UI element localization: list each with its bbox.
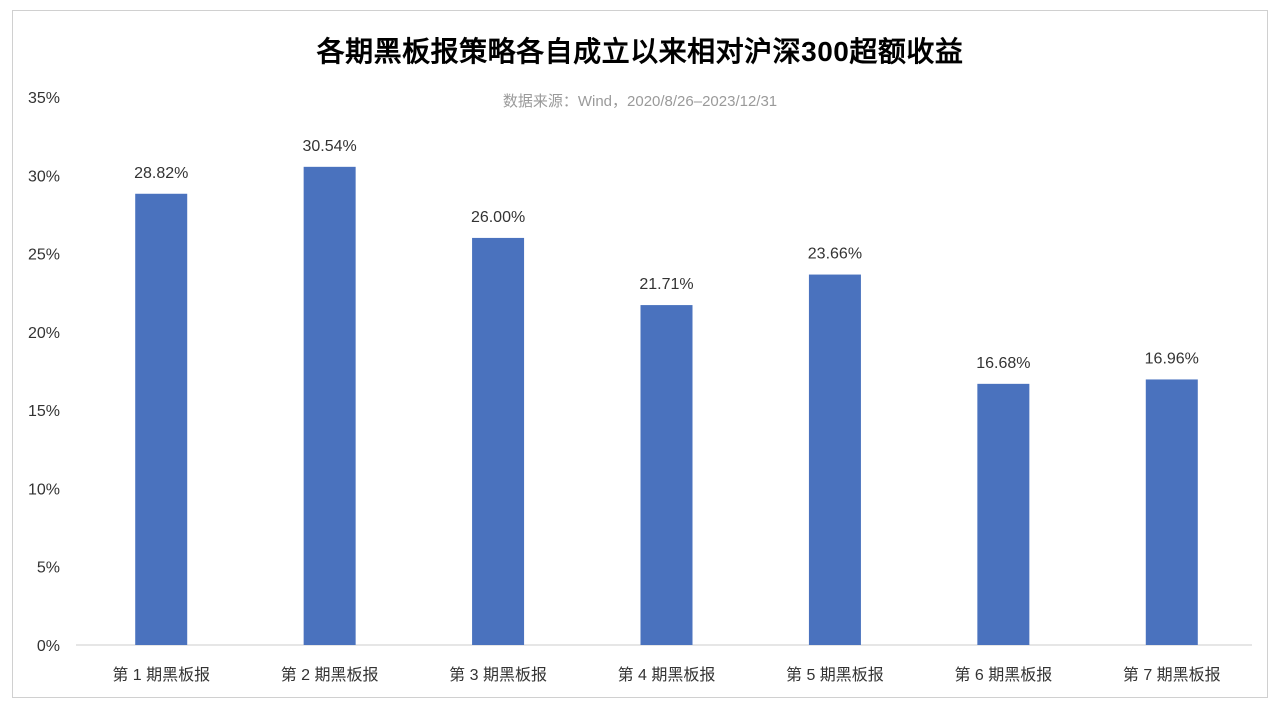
bar — [1145, 379, 1198, 645]
x-tick-label: 第 1 期黑板报 — [112, 666, 210, 684]
data-label: 30.54% — [303, 138, 357, 155]
y-tick-label: 5% — [37, 560, 60, 577]
data-label: 16.96% — [1145, 350, 1199, 367]
x-axis: 第 1 期黑板报 第 2 期黑板报 第 3 期黑板报 第 4 期黑板报 第 5 期黑板报… — [112, 666, 1220, 684]
data-labels-group: 28.82% 30.54% 26.00% 21.71% 23.66% 16.68% 16.9… — [134, 138, 1199, 372]
bar — [977, 383, 1030, 645]
data-label: 21.71% — [639, 276, 693, 293]
x-tick-label: 第 6 期黑板报 — [954, 666, 1052, 684]
bar — [472, 237, 525, 645]
x-tick-label: 第 4 期黑板报 — [618, 666, 716, 684]
y-axis: 0% 5% 10% 15% 20% 25% 30% 35% — [28, 90, 60, 655]
y-tick-label: 20% — [28, 325, 60, 342]
bar — [303, 166, 356, 645]
y-tick-label: 0% — [37, 638, 60, 655]
data-label: 26.00% — [471, 209, 525, 226]
y-tick-label: 10% — [28, 481, 60, 498]
chart-subtitle: 数据来源：Wind，2020/8/26–2023/12/31 — [502, 93, 778, 110]
y-tick-label: 30% — [28, 168, 60, 185]
chart-title: 各期黑板报策略各自成立以来相对沪深300超额收益 — [316, 36, 964, 67]
data-label: 16.68% — [976, 355, 1030, 372]
bars-group — [135, 166, 1198, 645]
x-tick-label: 第 7 期黑板报 — [1123, 666, 1221, 684]
bar — [135, 193, 188, 645]
x-tick-label: 第 5 期黑板报 — [786, 666, 884, 684]
y-tick-label: 15% — [28, 403, 60, 420]
chart-frame — [12, 10, 1268, 698]
y-tick-label: 25% — [28, 247, 60, 264]
x-tick-label: 第 3 期黑板报 — [449, 666, 547, 684]
data-label: 23.66% — [808, 246, 862, 263]
data-label: 28.82% — [134, 165, 188, 182]
x-tick-label: 第 2 期黑板报 — [281, 666, 379, 684]
bar — [808, 274, 861, 645]
bar — [640, 305, 693, 645]
y-tick-label: 35% — [28, 90, 60, 107]
